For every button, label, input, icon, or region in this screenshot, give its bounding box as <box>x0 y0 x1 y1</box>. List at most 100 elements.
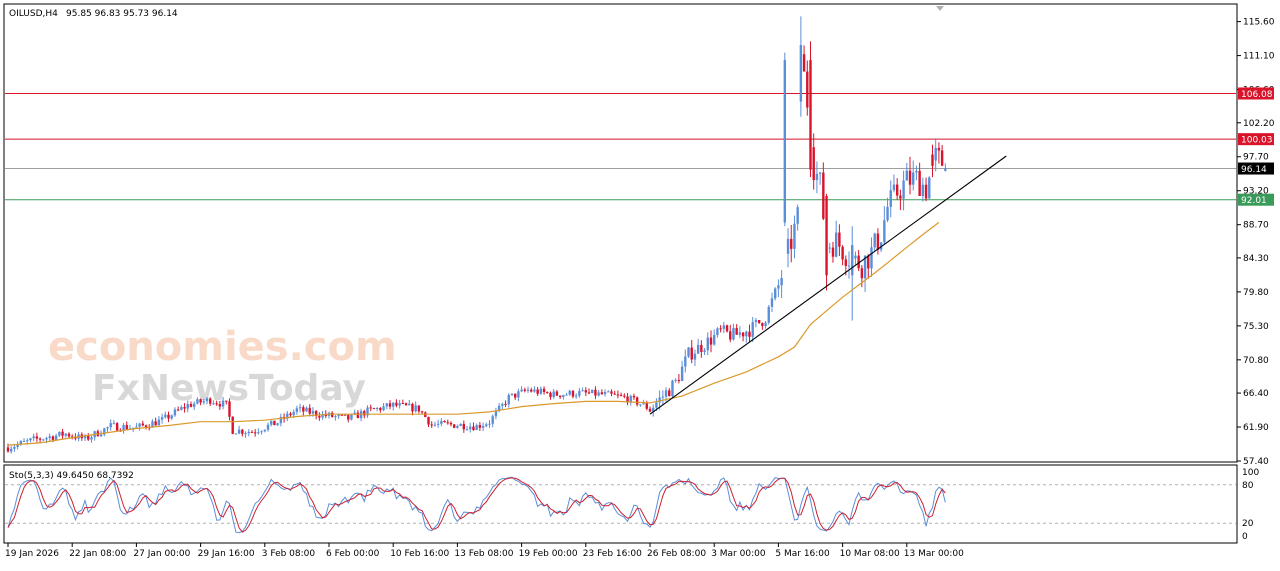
candle <box>587 388 591 395</box>
candle-body <box>469 426 472 430</box>
candle <box>19 440 23 446</box>
candle-body <box>513 393 517 398</box>
y-tick-label: 66.40 <box>1243 389 1269 399</box>
candle <box>648 406 652 413</box>
candle <box>928 176 931 199</box>
price-tag-resistance-100-bg <box>1238 133 1274 146</box>
candle <box>523 387 527 393</box>
candle <box>706 332 709 356</box>
candle <box>318 412 321 421</box>
candle-body <box>773 288 777 299</box>
candle <box>828 243 831 254</box>
candle-body <box>443 420 446 423</box>
candle-body <box>767 306 770 323</box>
candle-body <box>173 409 177 416</box>
candle-body <box>404 403 408 406</box>
candle-body <box>902 180 905 199</box>
candle-body <box>597 392 600 396</box>
candle-body <box>106 427 109 429</box>
candle <box>157 416 161 426</box>
candle <box>241 428 244 437</box>
candle-body <box>67 433 71 437</box>
candle <box>404 402 408 406</box>
candle-body <box>314 411 318 417</box>
candle <box>234 433 238 435</box>
candle-body <box>103 428 106 435</box>
candle-body <box>19 441 23 445</box>
candle-body <box>934 147 937 161</box>
price-tag-resistance-106: 106.08 <box>1238 87 1274 100</box>
candle-body <box>74 436 77 439</box>
x-tick-label: 27 Jan 00:00 <box>133 549 190 559</box>
candle <box>937 142 941 164</box>
candle <box>173 407 177 417</box>
candle <box>456 424 459 429</box>
candle-body <box>668 390 671 397</box>
candle <box>815 161 819 194</box>
x-tick-label: 29 Jan 16:00 <box>198 549 255 559</box>
y-tick-label: 75.30 <box>1243 322 1269 332</box>
candle-body <box>687 347 690 357</box>
candle <box>908 156 912 195</box>
candle-body <box>844 259 848 266</box>
candle <box>170 414 173 421</box>
candle-body <box>475 425 478 431</box>
candle-body <box>790 238 793 249</box>
candle <box>834 220 838 258</box>
x-tick-label: 19 Jan 2026 <box>5 549 59 559</box>
candle <box>388 400 392 410</box>
candle-body <box>452 424 456 428</box>
candle-body <box>199 399 202 403</box>
candle-body <box>693 353 697 360</box>
candle <box>806 60 809 116</box>
candle <box>915 165 918 181</box>
candle <box>802 45 806 72</box>
candle-body <box>401 403 405 405</box>
candle <box>594 386 597 400</box>
candle-body <box>709 337 713 345</box>
candle <box>469 422 472 433</box>
candle <box>796 204 799 231</box>
candle <box>568 389 571 396</box>
candle <box>597 390 600 397</box>
candle <box>873 232 876 251</box>
candle <box>860 265 864 288</box>
candle-body <box>745 331 748 337</box>
candle-body <box>6 447 10 452</box>
candle-body <box>912 172 915 185</box>
candle <box>732 323 735 341</box>
candle-body <box>263 429 266 432</box>
candle <box>176 406 180 412</box>
candle <box>607 390 610 393</box>
candle <box>183 403 186 413</box>
candle <box>719 325 722 333</box>
candle <box>851 226 854 321</box>
candle-body <box>754 320 758 323</box>
candle-body <box>375 407 379 409</box>
x-tick-label: 3 Feb 08:00 <box>262 549 316 559</box>
candle-body <box>536 389 539 394</box>
candle-body <box>228 401 231 417</box>
candle <box>626 393 629 406</box>
candle-body <box>834 232 838 257</box>
candle-body <box>876 233 880 250</box>
y-tick-label: 84.30 <box>1243 254 1269 264</box>
x-tick-label: 13 Mar 00:00 <box>904 549 964 559</box>
candle <box>539 386 543 396</box>
candle <box>382 403 385 412</box>
candle <box>510 393 514 396</box>
candle <box>921 177 925 202</box>
y-tick-label: 111.10 <box>1243 52 1275 62</box>
candle-body <box>741 332 745 337</box>
candle-body <box>241 429 244 434</box>
candle <box>944 163 947 172</box>
candle-body <box>141 423 145 426</box>
candle-body <box>722 325 726 329</box>
candle-body <box>757 320 761 323</box>
candle <box>462 420 466 433</box>
candle <box>722 321 726 334</box>
candle-body <box>526 389 530 391</box>
candle-body <box>652 407 655 412</box>
candle-body <box>796 207 799 224</box>
candle <box>863 255 867 292</box>
